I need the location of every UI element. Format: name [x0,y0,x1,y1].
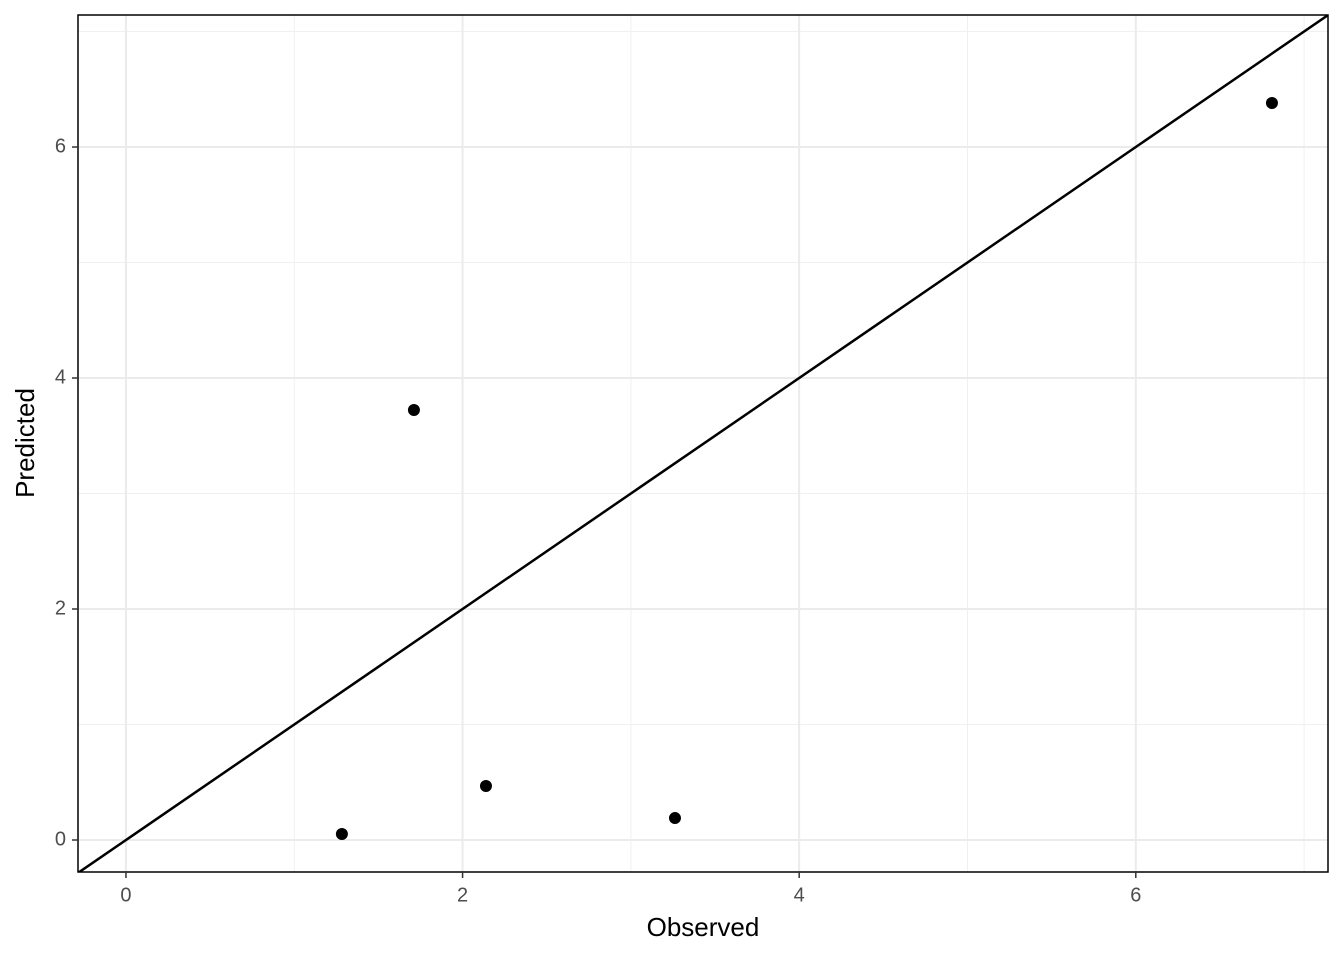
y-tick-label: 6 [55,135,66,157]
y-tick-label: 4 [55,366,66,388]
point [479,779,492,792]
point [407,404,420,417]
point [335,828,348,841]
point [668,812,681,825]
y-tick-label: 2 [55,597,66,619]
plot-area [78,15,1328,872]
x-tick-label: 0 [120,884,131,906]
x-tick-label: 2 [457,884,468,906]
y-axis-title: Predicted [10,388,40,498]
axes: 0 2 4 6 0 2 4 6 [55,135,1141,906]
x-tick-label: 6 [1130,884,1141,906]
x-tick-label: 4 [794,884,805,906]
x-axis-title: Observed [647,912,760,942]
grid [78,15,1328,872]
panel-border [77,14,1329,873]
point [1265,97,1278,110]
reference-line [78,15,1328,872]
y-tick-label: 0 [55,828,66,850]
